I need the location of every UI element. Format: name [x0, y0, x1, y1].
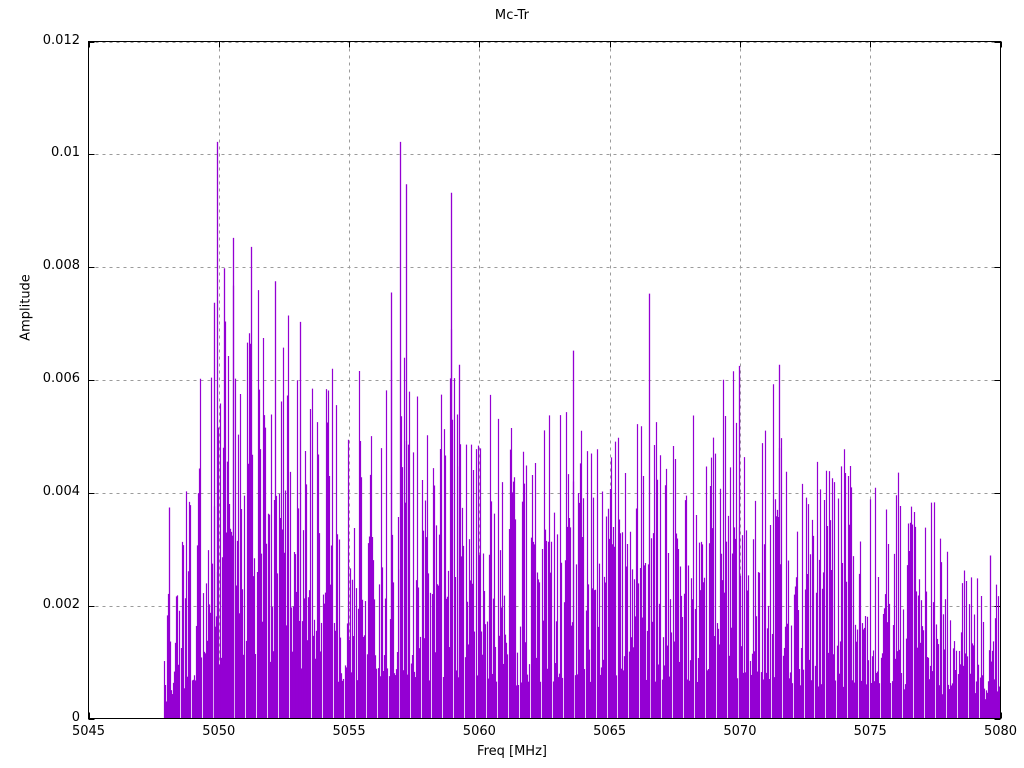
x-tick-label: 5075: [853, 724, 887, 739]
y-tick-label: 0.008: [42, 258, 80, 274]
y-tick-label: 0.004: [42, 483, 80, 499]
x-axis-label: Freq [MHz]: [477, 744, 547, 759]
x-tick-label: 5055: [332, 724, 366, 739]
x-tick-label: 5060: [462, 724, 496, 739]
y-tick-label: 0.01: [51, 145, 80, 161]
y-tick-label: 0.012: [42, 32, 80, 48]
x-tick-label: 5045: [71, 724, 106, 739]
y-tick-label: 0: [71, 709, 80, 725]
x-tick-label: 5065: [593, 724, 627, 739]
data-series-impulses: [163, 141, 1001, 719]
chart-title: Mc-Tr: [494, 8, 530, 23]
plot-frame: [88, 41, 1001, 719]
x-tick-label: 5070: [723, 724, 757, 739]
axis-ticks: [88, 41, 1002, 720]
x-tick-label: 5080: [983, 724, 1018, 739]
x-tick-label: 5050: [202, 724, 236, 739]
y-tick-label: 0.006: [42, 371, 80, 386]
y-tick-label: 0.002: [42, 596, 80, 612]
